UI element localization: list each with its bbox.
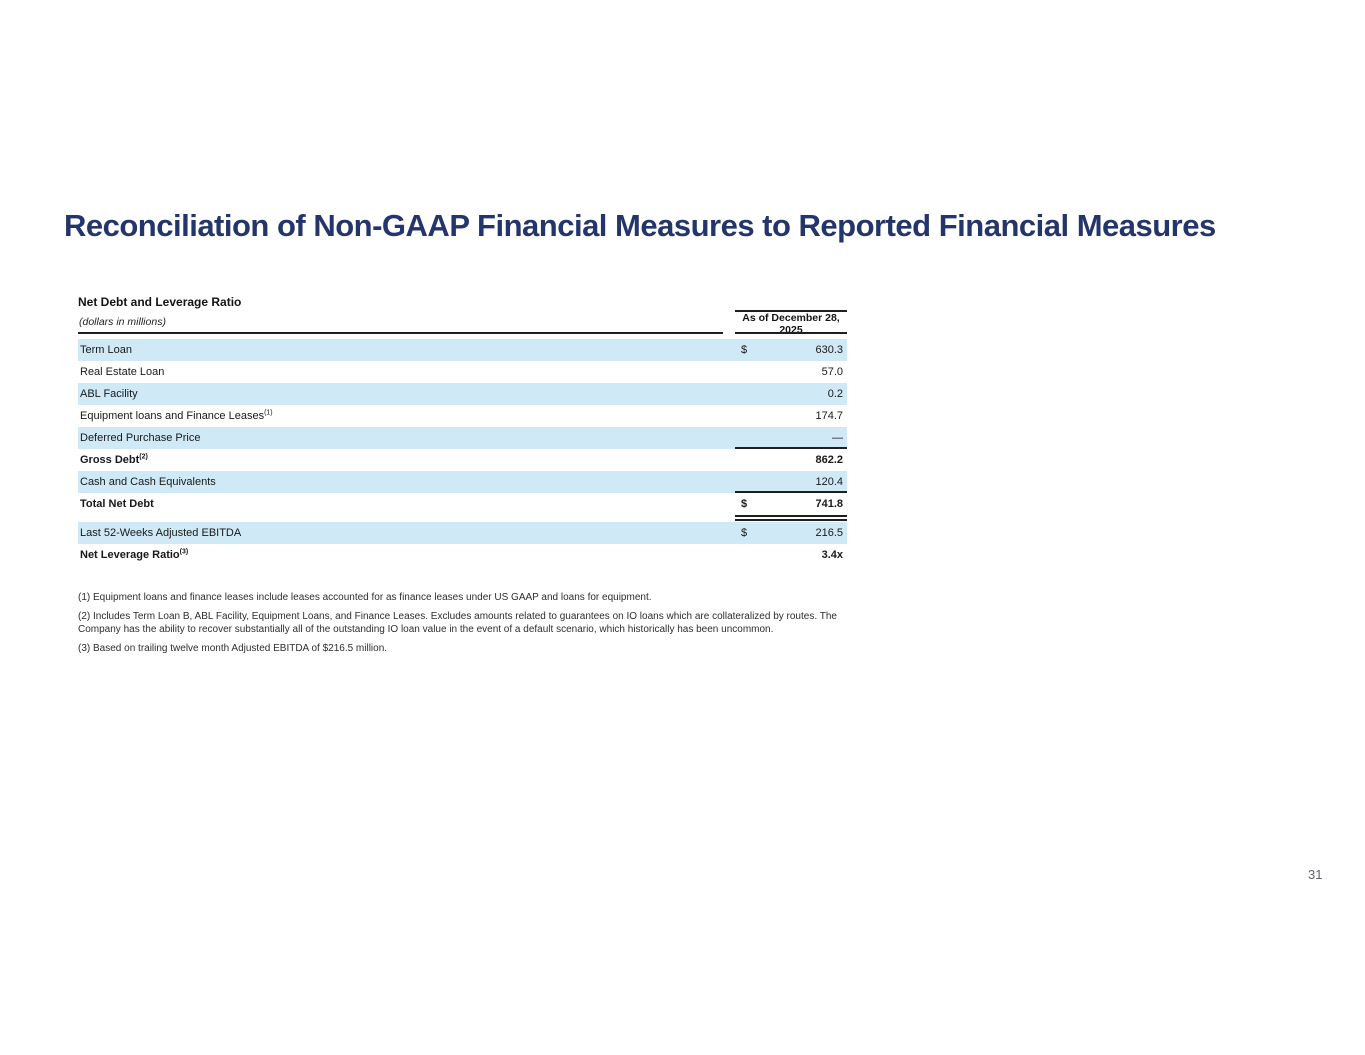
row-value: — — [735, 427, 847, 449]
table-row: Equipment loans and Finance Leases(1) 174… — [78, 405, 847, 427]
row-label: ABL Facility — [78, 383, 735, 405]
row-value: 3.4x — [735, 544, 847, 566]
row-label-text: Real Estate Loan — [80, 366, 165, 378]
row-label: Equipment loans and Finance Leases(1) — [78, 405, 735, 427]
row-value: 120.4 — [735, 471, 847, 493]
header-rule-right — [735, 332, 847, 334]
row-value-number: — — [832, 432, 843, 444]
table-row: ABL Facility 0.2 — [78, 383, 847, 405]
currency-symbol: $ — [741, 498, 748, 510]
header-rule-left — [78, 332, 723, 334]
row-label-text: Total Net Debt — [80, 498, 154, 510]
row-value: 57.0 — [735, 361, 847, 383]
table-row: Gross Debt(2) 862.2 — [78, 449, 847, 471]
row-value: $630.3 — [735, 339, 847, 361]
footnote: (3) Based on trailing twelve month Adjus… — [78, 643, 388, 654]
table-section-title: Net Debt and Leverage Ratio — [78, 295, 242, 309]
row-value: $741.8 — [735, 493, 847, 521]
row-label: Deferred Purchase Price — [78, 427, 735, 449]
row-label-text: Last 52-Weeks Adjusted EBITDA — [80, 527, 242, 539]
footnotes: (1) Equipment loans and finance leases i… — [78, 591, 850, 661]
column-header-line1: As of December 28, — [742, 312, 840, 324]
row-value: 862.2 — [735, 449, 847, 471]
table-row: Term Loan $630.3 — [78, 339, 847, 361]
slide-title: Reconciliation of Non-GAAP Financial Mea… — [64, 208, 1216, 243]
row-label-text: Net Leverage Ratio — [80, 549, 180, 561]
row-value-number: 862.2 — [815, 454, 843, 466]
row-label: Last 52-Weeks Adjusted EBITDA — [78, 522, 735, 544]
footnote-marker: (3) — [179, 548, 189, 556]
row-label: Cash and Cash Equivalents — [78, 471, 735, 493]
row-label: Total Net Debt — [78, 493, 735, 515]
footnote-marker: (1) — [264, 409, 273, 417]
footnote-marker: (2) — [139, 453, 148, 461]
row-value-number: 630.3 — [815, 344, 843, 356]
row-label-text: ABL Facility — [80, 388, 138, 400]
currency-symbol: $ — [741, 527, 748, 539]
table-row: Cash and Cash Equivalents 120.4 — [78, 471, 847, 493]
table-row: Net Leverage Ratio(3) 3.4x — [78, 544, 847, 566]
row-value-number: 3.4x — [821, 549, 843, 561]
row-label: Real Estate Loan — [78, 361, 735, 383]
row-value-number: 0.2 — [827, 388, 843, 400]
row-label-text: Deferred Purchase Price — [80, 432, 201, 444]
column-header-as-of-date: As of December 28, 2025 — [735, 310, 847, 332]
footnote: (1) Equipment loans and finance leases i… — [78, 592, 652, 603]
row-value-number: 120.4 — [815, 476, 843, 488]
row-value: $216.5 — [735, 522, 847, 544]
row-label: Net Leverage Ratio(3) — [78, 544, 735, 566]
row-value-number: 57.0 — [821, 366, 843, 378]
table-row: Last 52-Weeks Adjusted EBITDA $216.5 — [78, 522, 847, 544]
row-label-text: Gross Debt — [80, 454, 140, 466]
table-rows: Term Loan $630.3 Real Estate Loan 57.0 ABL F… — [78, 339, 847, 566]
row-value: 174.7 — [735, 405, 847, 427]
table-row: Real Estate Loan 57.0 — [78, 361, 847, 383]
table-row: Total Net Debt $741.8 — [78, 493, 847, 521]
row-label: Term Loan — [78, 339, 735, 361]
row-value: 0.2 — [735, 383, 847, 405]
column-header-line2: 2025 — [779, 324, 803, 332]
units-label: (dollars in millions) — [79, 316, 166, 328]
row-label-text: Term Loan — [80, 344, 132, 356]
row-value-number: 174.7 — [815, 410, 843, 422]
currency-symbol: $ — [741, 344, 748, 356]
page-number: 31 — [1308, 867, 1323, 882]
row-label-text: Cash and Cash Equivalents — [80, 476, 216, 488]
row-label-text: Equipment loans and Finance Leases — [80, 410, 265, 422]
table-row: Deferred Purchase Price — — [78, 427, 847, 449]
row-label: Gross Debt(2) — [78, 449, 735, 471]
row-value-number: 741.8 — [815, 498, 843, 510]
footnote: (2) Includes Term Loan B, ABL Facility, … — [78, 611, 837, 635]
row-value-number: 216.5 — [815, 527, 843, 539]
